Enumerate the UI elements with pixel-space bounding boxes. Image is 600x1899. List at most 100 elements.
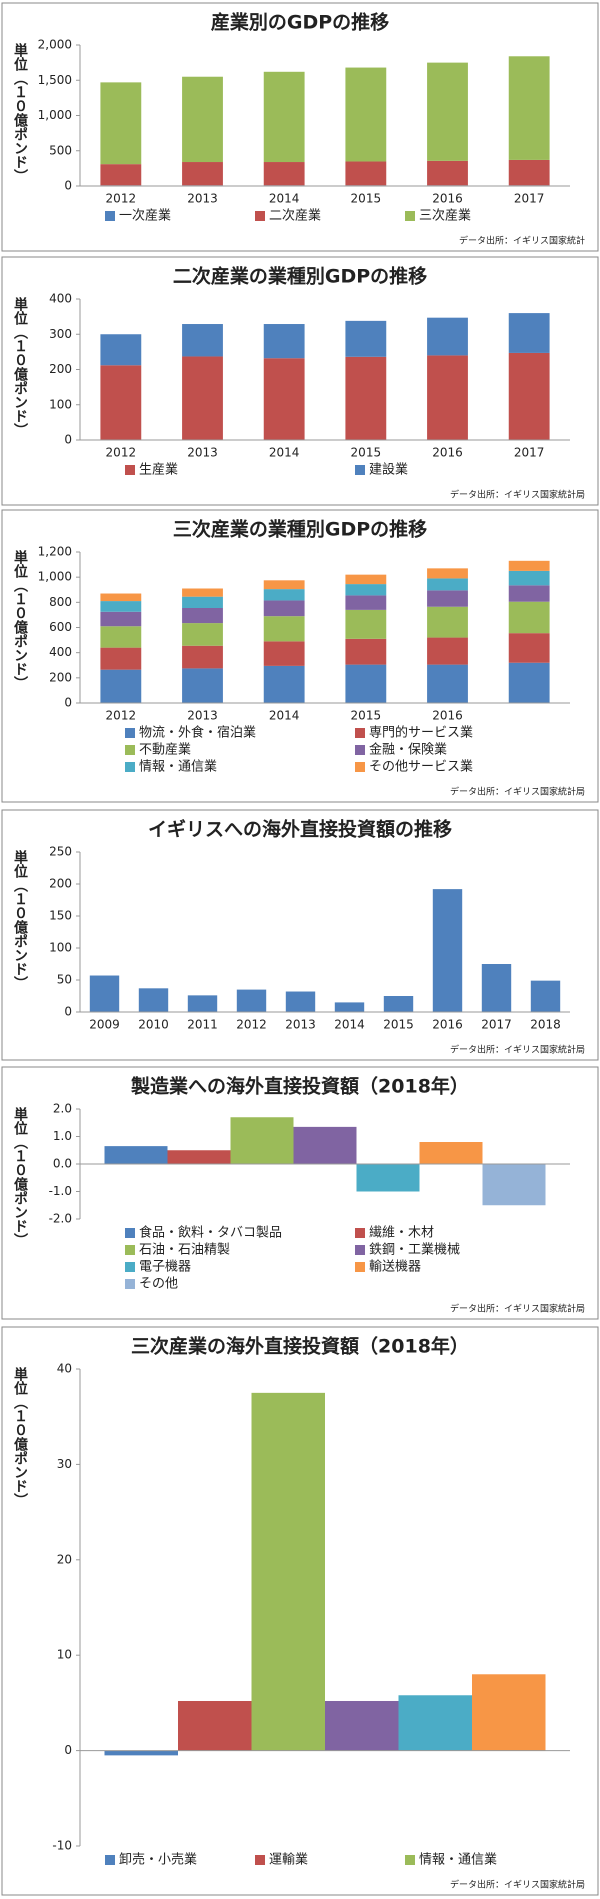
legend-swatch: [255, 1855, 265, 1865]
legend-swatch: [125, 728, 135, 738]
bar: [182, 623, 223, 646]
legend-swatch: [125, 1228, 135, 1238]
bar: [345, 356, 387, 440]
y-tick-label: 100: [49, 397, 72, 411]
bar: [508, 601, 550, 634]
bar: [100, 334, 142, 366]
legend-swatch: [125, 1245, 135, 1255]
bar: [167, 1150, 231, 1164]
bar: [100, 611, 142, 627]
bar: [427, 355, 468, 440]
bar: [138, 988, 169, 1012]
x-tick-label: 2013: [187, 709, 218, 723]
bar: [427, 568, 468, 579]
legend-label: 物流・外食・宿泊業: [139, 725, 256, 741]
y-tick-label: 600: [49, 620, 72, 634]
bar: [345, 595, 387, 610]
x-tick-label: 2016: [432, 709, 463, 723]
x-tick-label: 2015: [351, 709, 382, 723]
legend-label: 電子機器: [139, 1260, 191, 1275]
bar: [100, 601, 142, 612]
bar: [508, 570, 550, 586]
x-tick-label: 2012: [106, 709, 137, 723]
y-tick-label: 1,500: [38, 73, 72, 87]
y-tick-label: 40: [57, 1362, 72, 1376]
source-note: データ出所：イギリス国家統計局: [450, 489, 585, 501]
bar: [472, 1674, 546, 1751]
legend-label: 建設業: [369, 462, 408, 478]
y-tick-label: 20: [57, 1552, 72, 1566]
bar: [182, 76, 223, 163]
y-tick-label: 500: [49, 143, 72, 157]
bar: [530, 980, 561, 1012]
y-tick-label: 150: [49, 909, 72, 923]
legend-label: 繊維・木材: [369, 1225, 434, 1241]
legend-label: 一次産業: [119, 208, 171, 224]
bar: [508, 352, 550, 440]
legend-label: 金融・保険業: [369, 742, 447, 758]
bar: [263, 616, 305, 642]
bar: [427, 606, 468, 638]
y-tick-label: 0: [64, 696, 72, 710]
y-tick-label: 100: [49, 941, 72, 955]
y-axis-label: 単位（１０億ポンド）: [12, 549, 29, 690]
y-axis-label: 単位（１０億ポンド）: [12, 296, 29, 437]
bar: [345, 161, 387, 186]
chart-title: 産業別のGDPの推移: [211, 11, 389, 34]
x-tick-label: 2014: [269, 192, 300, 206]
bar: [508, 633, 550, 663]
y-axis-label: 単位（１０億ポンド）: [12, 849, 29, 990]
bar: [182, 607, 223, 624]
bar: [263, 162, 305, 186]
legend-swatch: [355, 465, 365, 475]
bar: [230, 1117, 294, 1164]
x-tick-label: 2011: [187, 1018, 218, 1032]
bar: [236, 989, 267, 1012]
bar: [100, 82, 142, 165]
bar: [345, 584, 387, 596]
y-tick-label: -10: [52, 1839, 72, 1853]
legend-swatch: [255, 211, 265, 221]
x-tick-label: 2012: [236, 1018, 267, 1032]
legend-label: 輸送機器: [369, 1260, 421, 1275]
bar: [104, 1146, 168, 1164]
y-tick-label: 30: [57, 1457, 72, 1471]
legend-label: 情報・通信業: [139, 759, 217, 775]
bar: [104, 1750, 178, 1756]
bar: [100, 669, 142, 703]
bar: [263, 641, 305, 666]
y-tick-label: 2,000: [38, 38, 72, 52]
x-tick-label: 2016: [432, 1018, 463, 1032]
legend-swatch: [405, 211, 415, 221]
bar: [356, 1164, 420, 1192]
chart-title: 三次産業の業種別GDPの推移: [173, 518, 427, 541]
y-tick-label: 400: [49, 292, 72, 306]
chart-title: 製造業への海外直接投資額（2018年）: [130, 1075, 469, 1098]
bar: [345, 67, 387, 162]
source-note: データ出所：イギリス国家統計局: [450, 786, 585, 798]
y-tick-label: 0: [64, 1005, 72, 1019]
bar: [100, 164, 142, 186]
bar: [508, 313, 550, 353]
legend-swatch: [355, 745, 365, 755]
legend-label: 生産業: [139, 462, 178, 478]
bar: [187, 995, 218, 1012]
bar: [182, 668, 223, 703]
y-tick-label: 200: [49, 877, 72, 891]
bar: [345, 664, 387, 703]
source-note: データ出所：イギリス国家統計局: [450, 1044, 585, 1056]
legend-swatch: [355, 728, 365, 738]
bar: [427, 62, 468, 161]
bar: [182, 596, 223, 608]
bar: [263, 580, 305, 590]
bar: [345, 574, 387, 585]
bar: [263, 665, 305, 703]
x-tick-label: 2017: [514, 192, 545, 206]
panel: [1, 809, 599, 1061]
source-note: データ出所：イギリス国家統計局: [450, 1303, 585, 1315]
x-tick-label: 2010: [138, 1018, 169, 1032]
x-tick-label: 2017: [514, 446, 545, 460]
bar: [182, 162, 223, 186]
chart-title: 二次産業の業種別GDPの推移: [173, 265, 427, 288]
